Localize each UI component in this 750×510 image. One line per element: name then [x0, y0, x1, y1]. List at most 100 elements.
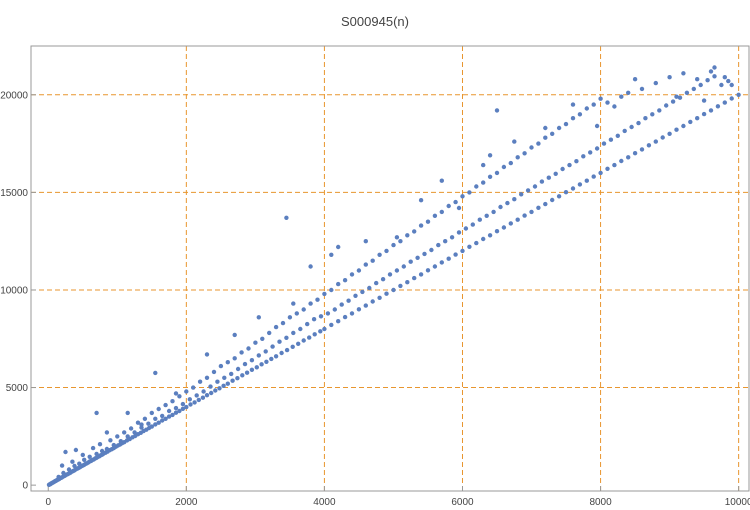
data-point [508, 160, 513, 166]
data-point [601, 141, 607, 146]
x-tick-label: 2000 [175, 497, 198, 508]
data-point [296, 341, 301, 346]
data-point [332, 307, 337, 312]
data-point [305, 321, 310, 327]
data-point [460, 194, 465, 199]
data-point [279, 350, 284, 356]
data-point [394, 268, 400, 273]
data-point [329, 252, 334, 257]
data-point [139, 422, 144, 427]
data-point [125, 434, 130, 439]
data-point [412, 275, 417, 281]
data-point [591, 102, 596, 107]
data-point [722, 75, 727, 80]
data-point [581, 154, 586, 159]
data-point [153, 370, 158, 376]
data-point [132, 430, 137, 435]
axis-ticks: 0 2000 4000 6000 8000 10000 0 5000 10000 15000 200… [0, 90, 750, 508]
data-point [584, 178, 589, 183]
data-point [674, 94, 679, 99]
y-tick-label: 15000 [0, 188, 28, 199]
data-point [691, 86, 696, 92]
data-point [192, 400, 197, 405]
data-point [277, 339, 282, 344]
data-point [149, 410, 154, 416]
data-point [391, 287, 396, 293]
data-point [329, 322, 334, 328]
data-point [63, 449, 68, 455]
data-point [156, 420, 161, 425]
data-point [70, 459, 75, 464]
data-point [284, 215, 289, 220]
data-point [201, 389, 206, 394]
data-point [425, 219, 431, 224]
data-point [94, 410, 99, 416]
data-point [619, 94, 624, 99]
data-point [256, 353, 261, 358]
data-point [153, 416, 158, 421]
data-point [494, 229, 500, 234]
data-point [311, 317, 317, 322]
data-point [550, 131, 555, 136]
data-point [59, 463, 65, 468]
data-point [460, 248, 465, 254]
data-point [307, 335, 312, 340]
data-point [211, 369, 217, 375]
data-point [695, 77, 700, 82]
data-point [515, 155, 520, 160]
data-point [229, 371, 234, 377]
data-point [356, 268, 362, 273]
data-point [418, 198, 424, 203]
data-point [269, 356, 274, 362]
data-point [432, 213, 438, 218]
data-point [501, 225, 507, 230]
data-point [712, 74, 717, 79]
data-point [367, 285, 372, 291]
x-tick-label: 4000 [313, 497, 336, 508]
data-point [160, 418, 165, 423]
data-point [560, 166, 565, 172]
data-point [301, 338, 306, 343]
data-point [97, 442, 103, 447]
data-point [128, 426, 134, 431]
data-point [522, 213, 527, 218]
data-point [99, 448, 105, 454]
data-point [298, 326, 303, 332]
y-tick-label: 20000 [0, 90, 28, 101]
data-point [398, 239, 403, 244]
data-points [46, 65, 741, 487]
data-point [291, 330, 296, 336]
data-point [695, 116, 700, 121]
data-point [374, 280, 379, 286]
data-point [570, 116, 576, 121]
data-point [166, 414, 172, 419]
data-point [422, 251, 427, 257]
data-point [446, 256, 451, 261]
data-point [484, 213, 489, 218]
data-point [522, 151, 527, 156]
data-point [267, 330, 272, 336]
data-point [439, 209, 444, 215]
data-point [670, 99, 676, 104]
data-point [380, 277, 386, 282]
data-point [177, 408, 182, 414]
data-point [235, 376, 240, 381]
data-point [325, 311, 331, 316]
y-tick-label: 0 [22, 481, 28, 492]
x-tick-label: 6000 [451, 497, 474, 508]
data-point [180, 406, 186, 411]
data-point [290, 344, 295, 349]
data-point [722, 100, 727, 105]
data-point [632, 77, 638, 82]
data-point [163, 416, 168, 421]
data-point [235, 366, 241, 372]
data-point [443, 239, 448, 244]
data-point [512, 197, 517, 202]
data-point [705, 78, 710, 83]
data-point [646, 143, 652, 148]
data-point [204, 393, 210, 398]
data-point [291, 301, 296, 306]
data-point [122, 430, 127, 435]
plot-frame [30, 45, 750, 492]
